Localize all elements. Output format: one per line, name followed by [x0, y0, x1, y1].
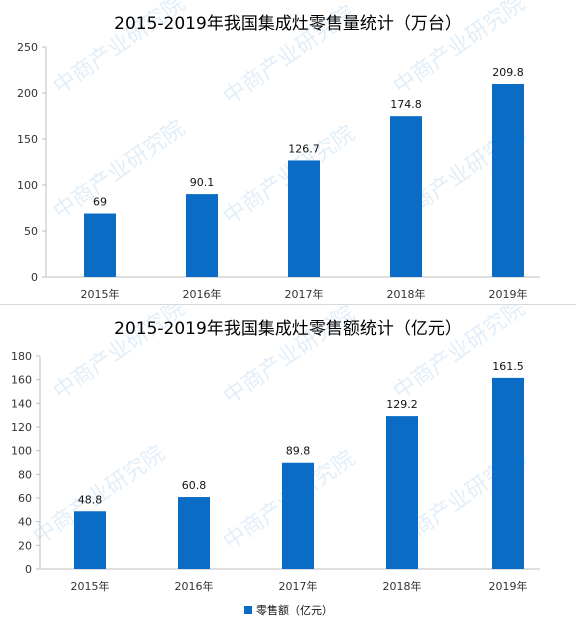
data-label: 90.1: [190, 176, 215, 189]
y-tick-label: 180: [11, 350, 32, 363]
x-tick-label: 2017年: [285, 287, 324, 301]
chart-retail-sales: 中商产业研究院 中商产业研究院 中商产业研究院 中商产业研究院 中商产业研究院 …: [11, 305, 540, 617]
legend-swatch: [244, 606, 252, 614]
y-tick-label: 150: [17, 133, 38, 146]
x-tick-label: 2015年: [71, 579, 110, 593]
data-label: 129.2: [386, 398, 418, 411]
watermark-text: 中商产业研究院: [49, 116, 190, 225]
data-label: 161.5: [492, 360, 524, 373]
bar: [74, 511, 106, 569]
chart-panel-retail-sales: 中商产业研究院 中商产业研究院 中商产业研究院 中商产业研究院 中商产业研究院 …: [0, 304, 576, 618]
data-label: 209.8: [492, 66, 524, 79]
data-label: 48.8: [78, 493, 103, 506]
bar: [186, 194, 218, 277]
x-tick-label: 2018年: [387, 287, 426, 301]
y-tick-label: 160: [11, 374, 32, 387]
y-tick-label: 0: [31, 271, 38, 284]
y-tick-label: 0: [25, 563, 32, 576]
bar: [492, 83, 524, 277]
y-tick-label: 140: [11, 397, 32, 410]
y-tick-label: 200: [17, 87, 38, 100]
y-tick-label: 100: [11, 445, 32, 458]
bar: [492, 377, 524, 569]
bar: [178, 497, 210, 569]
chart-title: 2015-2019年我国集成灶零售量统计（万台）: [114, 14, 462, 34]
data-label: 69: [93, 196, 107, 209]
bar: [390, 116, 422, 278]
y-tick-label: 50: [24, 225, 38, 238]
bar: [288, 160, 320, 277]
y-tick-label: 80: [18, 468, 32, 481]
data-label: 174.8: [390, 98, 422, 111]
bar: [84, 213, 116, 277]
x-tick-label: 2019年: [489, 287, 528, 301]
bar: [386, 416, 418, 569]
legend-label: 零售额（亿元）: [256, 603, 333, 617]
bar: [282, 462, 314, 569]
x-tick-label: 2015年: [81, 287, 120, 301]
plot-area: 0 50 100 150 200 250 69 2015年 90.1 2016年 126.7 2017…: [17, 41, 540, 301]
data-label: 89.8: [286, 445, 311, 458]
plot-area: 0 20 40 60 80 100 120 140 160 180 48.8 2015年 60.8 201…: [11, 350, 540, 593]
chart-title: 2015-2019年我国集成灶零售额统计（亿元）: [114, 319, 462, 339]
y-tick-label: 60: [18, 492, 32, 505]
x-tick-label: 2017年: [279, 579, 318, 593]
x-tick-label: 2016年: [183, 287, 222, 301]
y-tick-label: 100: [17, 179, 38, 192]
data-label: 126.7: [288, 142, 320, 155]
chart-retail-volume: 中商产业研究院 中商产业研究院 中商产业研究院 中商产业研究院 中商产业研究院 …: [17, 0, 540, 301]
y-tick-label: 20: [18, 539, 32, 552]
x-tick-label: 2018年: [383, 579, 422, 593]
data-label: 60.8: [182, 479, 207, 492]
x-tick-label: 2019年: [489, 579, 528, 593]
y-tick-label: 120: [11, 421, 32, 434]
x-tick-label: 2016年: [175, 579, 214, 593]
y-tick-label: 250: [17, 41, 38, 54]
legend: 零售额（亿元）: [244, 603, 333, 617]
y-tick-label: 40: [18, 516, 32, 529]
chart-panel-retail-volume: 中商产业研究院 中商产业研究院 中商产业研究院 中商产业研究院 中商产业研究院 …: [0, 0, 576, 304]
